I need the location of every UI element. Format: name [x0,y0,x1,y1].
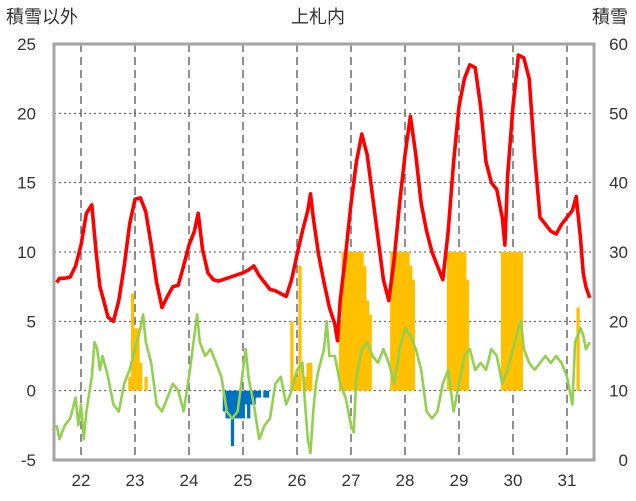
x-tick-label: 26 [288,471,307,490]
bar [144,376,148,391]
bar [255,390,259,398]
bar [452,252,456,391]
x-tick-label: 31 [558,471,577,490]
left-tick-label: 15 [17,174,36,193]
right-tick-label: 20 [609,312,628,331]
left-tick-label: -5 [21,451,36,470]
bar [228,390,232,419]
bar [454,252,459,391]
left-tick-label: 20 [17,104,36,123]
bar [517,252,521,391]
bar [290,321,294,391]
x-tick-label: 25 [234,471,253,490]
bar [503,252,507,391]
bar [465,279,470,391]
bar [357,252,362,391]
bar [130,293,135,391]
x-tick-label: 29 [450,471,469,490]
right-tick-labels: 0 10 20 30 40 50 60 [609,35,628,470]
bar [346,252,351,391]
right-tick-label: 10 [609,382,628,401]
x-tick-labels: 22 23 24 25 26 27 28 29 30 31 [72,471,577,490]
bar [363,265,367,391]
bar [392,252,397,391]
bar [355,252,359,391]
left-tick-label: 5 [27,312,36,331]
bar [352,252,356,391]
bar [128,376,132,391]
bar [406,252,410,391]
x-tick-label: 28 [396,471,415,490]
bar [303,376,308,391]
bar [338,321,343,391]
bar [233,390,237,419]
bar [133,328,137,391]
bar [341,252,345,391]
bar [309,362,313,391]
left-tick-labels: -5 0 5 10 15 20 25 [17,35,36,470]
bar [349,252,353,391]
bar [514,252,518,391]
bar [508,252,513,391]
lines [55,53,592,455]
bar [252,390,256,405]
bar [136,328,140,391]
left-tick-label: 10 [17,243,36,262]
bar [244,390,248,405]
x-tick-label: 27 [342,471,361,490]
series-line [55,313,591,455]
right-tick-label: 60 [609,35,628,54]
series-line [55,53,592,343]
bar [411,279,416,391]
bar [460,252,464,391]
bar [449,252,453,391]
bar [360,252,364,391]
bar [395,252,399,391]
bar [457,252,461,391]
x-tick-label: 23 [126,471,145,490]
bar [403,252,407,391]
chart-title: 上札内 [291,7,345,28]
left-tick-label: 0 [27,382,36,401]
right-axis-title: 積雪 [592,7,628,28]
bar [263,390,267,398]
bar [409,265,413,391]
bar [500,252,505,391]
bar [238,390,243,419]
bar [225,390,229,419]
bar [463,252,467,391]
bar [139,362,143,391]
bar [398,252,402,391]
bar [306,362,310,391]
bar [446,252,451,391]
bar [247,390,251,419]
bar [265,390,270,398]
bar [511,252,515,391]
x-tick-label: 24 [180,471,199,490]
bar [257,390,262,398]
bar [298,265,302,391]
x-tick-label: 22 [72,471,91,490]
left-axis-title: 積雪以外 [6,7,78,28]
bars [128,252,580,447]
right-tick-label: 0 [619,451,628,470]
bar [344,252,348,391]
right-tick-label: 50 [609,104,628,123]
left-tick-label: 25 [17,35,36,54]
bar [295,376,299,391]
bar [506,252,510,391]
x-tick-label: 30 [504,471,523,490]
bar [390,252,394,391]
right-tick-label: 40 [609,174,628,193]
bar [400,252,405,391]
bar [576,307,580,391]
bar [241,390,245,419]
plot-frame [52,42,596,462]
right-tick-label: 30 [609,243,628,262]
